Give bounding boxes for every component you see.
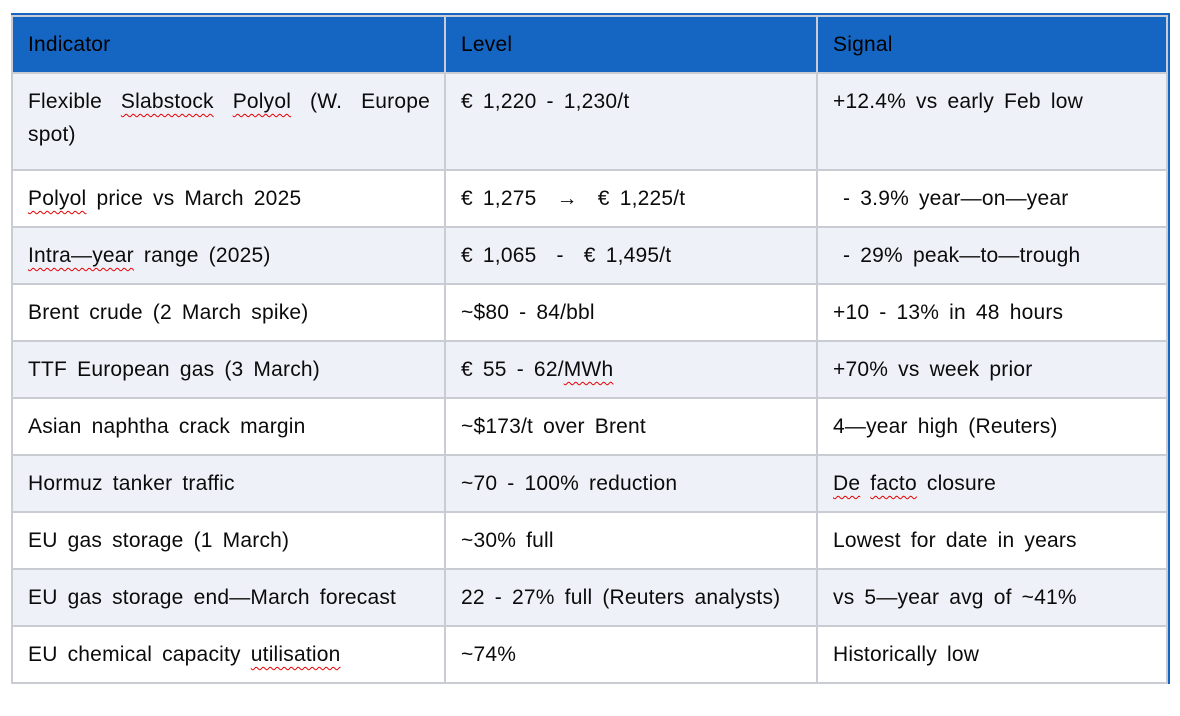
level-cell: € 55 - 62/MWh (444, 340, 818, 399)
level-cell: ~30% full (444, 511, 818, 570)
table-row: Asian naphtha crack margin ~$173/t over B… (11, 397, 1168, 456)
level-cell: € 1,220 - 1,230/t (444, 72, 818, 171)
misspelled-word: De (833, 472, 861, 495)
signal-cell: Lowest for date in years (816, 511, 1168, 570)
indicator-cell: EU chemical capacity utilisation (11, 625, 446, 684)
indicator-cell: EU gas storage end—March forecast (11, 568, 446, 627)
indicator-cell: Brent crude (2 March spike) (11, 283, 446, 342)
level-cell: € 1,065 - € 1,495/t (444, 226, 818, 285)
misspelled-word: Polyol (28, 187, 87, 210)
indicator-cell: Intra—year range (2025) (11, 226, 446, 285)
table-row: Hormuz tanker traffic ~70 - 100% reductio… (11, 454, 1168, 513)
signal-cell: Historically low (816, 625, 1168, 684)
level-cell: ~$173/t over Brent (444, 397, 818, 456)
table-row: Intra—year range (2025) € 1,065 - € 1,495… (11, 226, 1168, 285)
indicator-cell: Asian naphtha crack margin (11, 397, 446, 456)
indicator-cell: Hormuz tanker traffic (11, 454, 446, 513)
table-row: EU gas storage (1 March) ~30% full Lowest … (11, 511, 1168, 570)
indicator-cell: Flexible Slabstock Polyol (W. Europe spo… (11, 72, 446, 171)
signal-cell: +12.4% vs early Feb low (816, 72, 1168, 171)
level-cell: ~$80 - 84/bbl (444, 283, 818, 342)
indicator-cell: EU gas storage (1 March) (11, 511, 446, 570)
column-header-indicator: Indicator (11, 15, 446, 74)
table-row: Flexible Slabstock Polyol (W. Europe spo… (11, 72, 1168, 171)
level-cell: 22 - 27% full (Reuters analysts) (444, 568, 818, 627)
signal-cell: vs 5—year avg of ~41% (816, 568, 1168, 627)
misspelled-word: Intra—year (28, 244, 134, 267)
misspelled-word: Slabstock (120, 90, 214, 113)
misspelled-word: facto (870, 472, 917, 495)
misspelled-word: utilisation (250, 643, 341, 666)
indicator-cell: Polyol price vs March 2025 (11, 169, 446, 228)
table-header: Indicator Level Signal (11, 15, 1168, 74)
column-header-signal: Signal (816, 15, 1168, 74)
misspelled-word: MWh (563, 358, 614, 381)
signal-cell: - 29% peak—to—trough (816, 226, 1168, 285)
table-row: TTF European gas (3 March) € 55 - 62/MWh +… (11, 340, 1168, 399)
table-body: Flexible Slabstock Polyol (W. Europe spo… (11, 72, 1168, 684)
misspelled-word: Polyol (232, 90, 292, 113)
signal-cell: +10 - 13% in 48 hours (816, 283, 1168, 342)
table-row: Brent crude (2 March spike) ~$80 - 84/bbl… (11, 283, 1168, 342)
signal-cell: - 3.9% year—on—year (816, 169, 1168, 228)
signal-cell: De facto closure (816, 454, 1168, 513)
level-cell: ~70 - 100% reduction (444, 454, 818, 513)
table-outer-bleed: Indicator Level Signal Flexible Slabstoc… (11, 13, 1170, 684)
column-header-level: Level (444, 15, 818, 74)
table-row: Polyol price vs March 2025 € 1,275 → € 1,… (11, 169, 1168, 228)
header-row: Indicator Level Signal (11, 15, 1168, 74)
signal-cell: +70% vs week prior (816, 340, 1168, 399)
table-row: EU chemical capacity utilisation ~74% Hist… (11, 625, 1168, 684)
level-cell: € 1,275 → € 1,225/t (444, 169, 818, 228)
level-cell: ~74% (444, 625, 818, 684)
signal-cell: 4—year high (Reuters) (816, 397, 1168, 456)
indicator-cell: TTF European gas (3 March) (11, 340, 446, 399)
table-row: EU gas storage end—March forecast 22 - 27… (11, 568, 1168, 627)
document-page: Indicator Level Signal Flexible Slabstoc… (11, 13, 1170, 684)
indicator-table: Indicator Level Signal Flexible Slabstoc… (11, 15, 1168, 684)
